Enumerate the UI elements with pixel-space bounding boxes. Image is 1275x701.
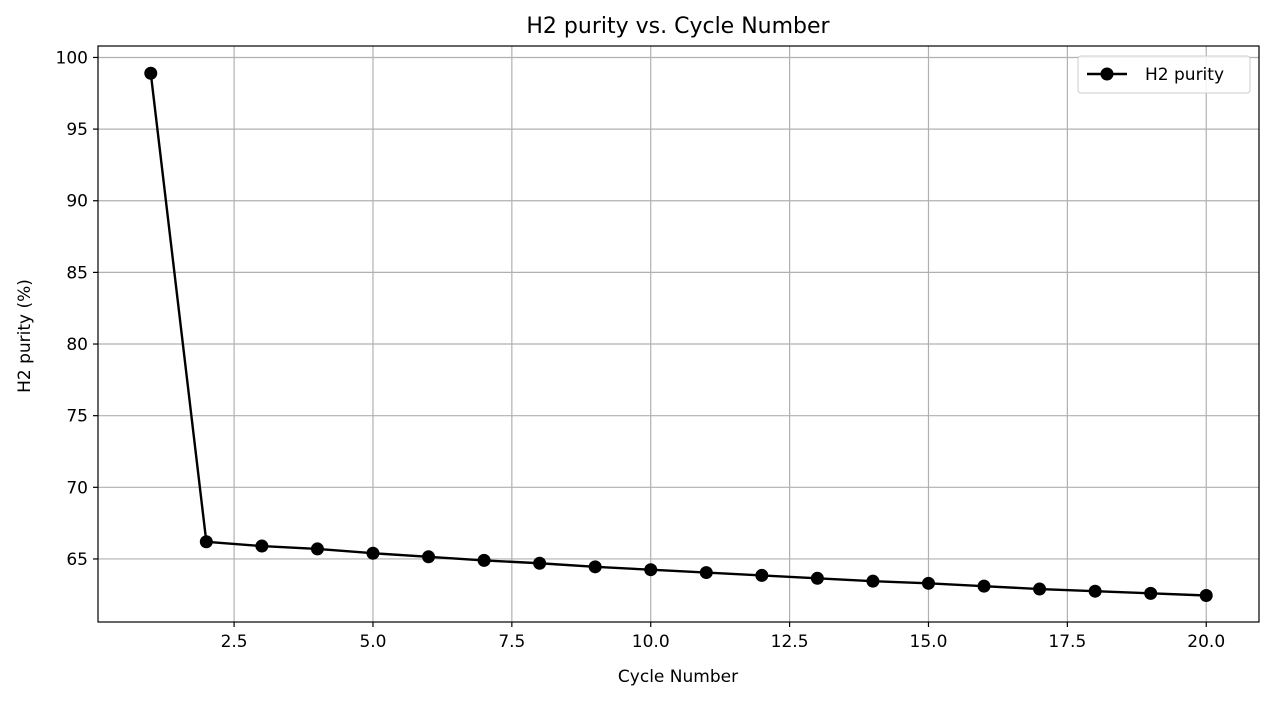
y-tick-label: 100 <box>56 48 88 68</box>
data-point <box>755 568 769 582</box>
data-point <box>1144 586 1158 600</box>
plot-frame <box>97 45 1260 623</box>
x-tick-label: 5.0 <box>359 632 386 652</box>
data-point <box>533 556 547 570</box>
legend-label: H2 purity <box>1145 65 1224 85</box>
data-point <box>1033 582 1047 596</box>
data-point <box>255 539 269 553</box>
data-point <box>866 574 880 588</box>
series-layer <box>144 66 1213 602</box>
chart-title: H2 purity vs. Cycle Number <box>526 14 830 39</box>
data-point <box>422 550 436 564</box>
x-tick-label: 7.5 <box>498 632 525 652</box>
x-tick-label: 12.5 <box>771 632 809 652</box>
x-tick-label: 20.0 <box>1187 632 1225 652</box>
x-tick-label: 2.5 <box>221 632 248 652</box>
data-point <box>921 576 935 590</box>
data-point <box>588 560 602 574</box>
legend-box <box>1077 55 1251 94</box>
data-point <box>1199 588 1213 602</box>
x-axis-ticks: 2.5 5.0 7.5 10.0 12.5 15.0 17.5 20.0 <box>221 622 1225 652</box>
x-tick-label: 15.0 <box>910 632 948 652</box>
y-tick-label: 75 <box>66 407 88 427</box>
data-point <box>1088 584 1102 598</box>
data-point <box>977 579 991 593</box>
series-line <box>149 73 1207 597</box>
x-tick-label: 17.5 <box>1048 632 1086 652</box>
data-point <box>366 546 380 560</box>
x-tick-label: 10.0 <box>632 632 670 652</box>
y-tick-label: 85 <box>66 263 88 283</box>
y-tick-label: 95 <box>66 120 88 140</box>
legend: H2 purity <box>1077 55 1251 94</box>
y-tick-label: 90 <box>66 192 88 212</box>
y-tick-label: 80 <box>66 335 88 355</box>
legend-marker-swatch <box>1100 67 1114 81</box>
data-point <box>199 535 213 549</box>
y-axis-ticks: 65 70 75 80 85 90 95 100 <box>56 48 98 570</box>
data-point <box>477 553 491 567</box>
data-point <box>810 571 824 585</box>
data-point <box>144 66 158 80</box>
data-point <box>644 563 658 577</box>
y-tick-label: 70 <box>66 478 88 498</box>
grid <box>98 46 1259 622</box>
data-point <box>699 566 713 580</box>
x-axis-label: Cycle Number <box>618 667 738 687</box>
y-tick-label: 65 <box>66 550 88 570</box>
data-point <box>310 542 324 556</box>
y-axis-label: H2 purity (%) <box>15 279 35 393</box>
